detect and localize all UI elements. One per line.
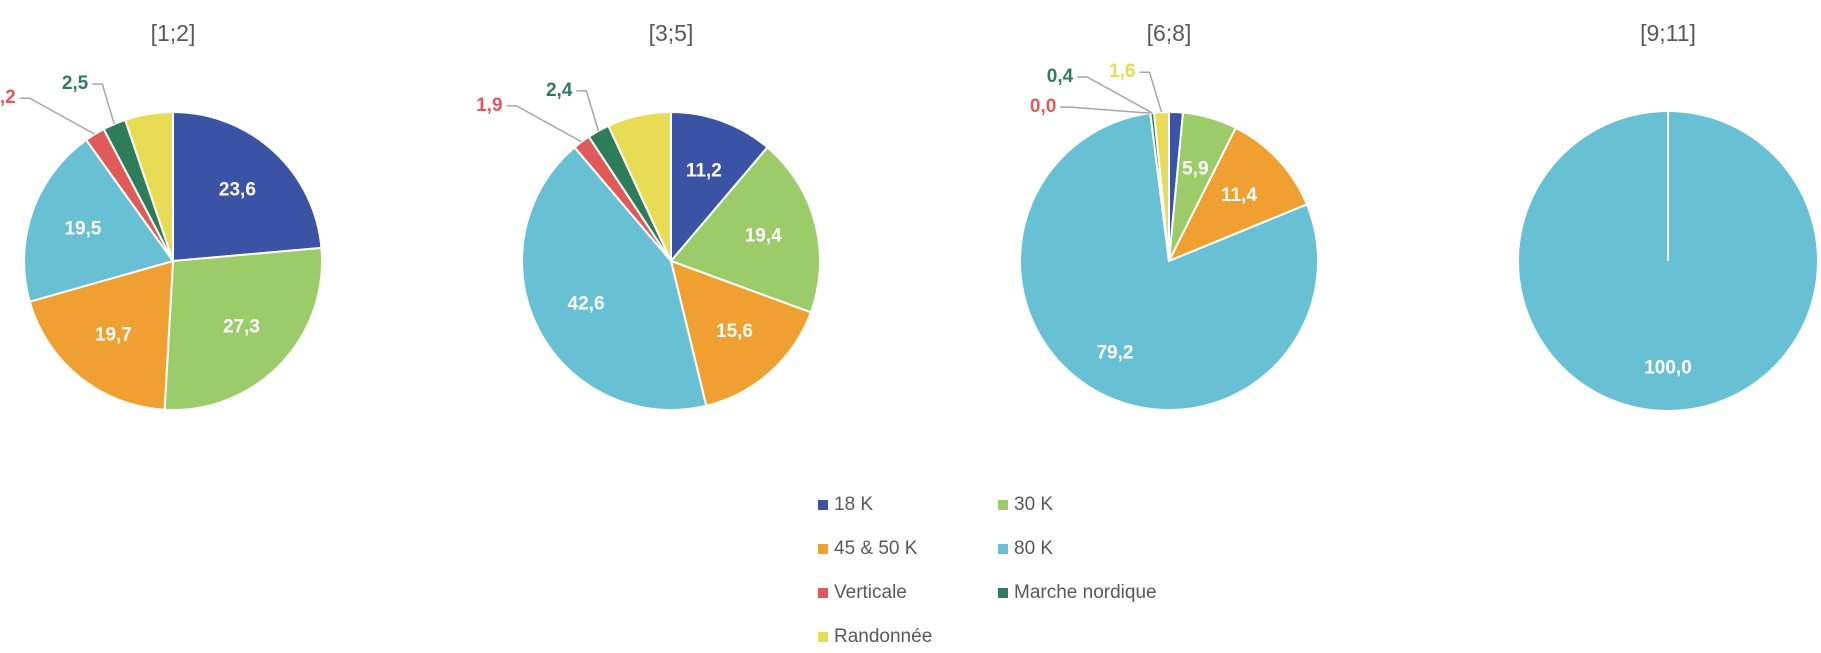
legend-label: 80 K bbox=[1014, 538, 1053, 559]
leader-line bbox=[1077, 76, 1153, 114]
data-label: 11,2 bbox=[686, 160, 722, 181]
data-label: 42,6 bbox=[568, 293, 605, 314]
legend-label: Verticale bbox=[834, 582, 907, 603]
leader-line bbox=[506, 105, 582, 143]
pie-title: [6;8] bbox=[1147, 20, 1192, 46]
data-label: 19,5 bbox=[64, 219, 101, 240]
leader-line bbox=[576, 90, 600, 132]
legend-label: 30 K bbox=[1014, 494, 1053, 515]
data-label: 11,4 bbox=[1221, 185, 1257, 206]
legend-swatch bbox=[998, 500, 1008, 510]
pie-slice bbox=[1166, 126, 1309, 263]
leader-line bbox=[19, 97, 96, 135]
leader-line bbox=[1060, 106, 1151, 114]
leader-line bbox=[1139, 71, 1163, 113]
pie-title: [1;2] bbox=[151, 20, 196, 46]
legend-swatch bbox=[998, 544, 1008, 554]
pie-slice bbox=[670, 110, 769, 264]
leader-line bbox=[92, 83, 115, 125]
data-label: 1,9 bbox=[476, 95, 502, 116]
data-label: 1,6 bbox=[1109, 61, 1135, 82]
pie-slice bbox=[669, 259, 813, 407]
pie-slice bbox=[123, 110, 174, 262]
legend-swatch bbox=[818, 588, 828, 598]
data-label: 2,2 bbox=[0, 87, 16, 108]
data-label: 2,5 bbox=[62, 73, 89, 94]
legend-label: 18 K bbox=[834, 494, 873, 515]
data-label: 0,0 bbox=[1030, 96, 1056, 117]
pie-slice bbox=[28, 259, 175, 411]
pie-slice bbox=[521, 145, 708, 411]
data-label: 5,9 bbox=[1182, 158, 1208, 179]
pie-slice bbox=[23, 138, 175, 303]
pie-slice bbox=[172, 110, 323, 263]
pie-title: [9;11] bbox=[1640, 20, 1696, 46]
pie-slice bbox=[669, 145, 821, 314]
legend-swatch bbox=[818, 500, 828, 510]
legend-swatch bbox=[998, 588, 1008, 598]
legend-swatch bbox=[818, 632, 828, 642]
data-label: 2,4 bbox=[546, 80, 573, 101]
legend-label: Randonnée bbox=[834, 626, 932, 647]
pie-slice bbox=[607, 110, 672, 262]
data-label: 79,2 bbox=[1096, 343, 1133, 364]
pie-slice bbox=[163, 246, 323, 411]
data-label: 19,7 bbox=[95, 324, 132, 345]
data-label: 15,6 bbox=[716, 321, 753, 342]
pie-slice bbox=[1019, 112, 1319, 411]
pie-slice bbox=[1152, 110, 1170, 262]
pie-title: [3;5] bbox=[649, 20, 694, 46]
data-label: 19,4 bbox=[745, 226, 782, 247]
legend-label: Marche nordique bbox=[1014, 582, 1157, 603]
data-label: 27,3 bbox=[223, 316, 260, 337]
data-label: 100,0 bbox=[1644, 357, 1692, 378]
data-label: 0,4 bbox=[1047, 66, 1074, 87]
data-label: 23,6 bbox=[219, 180, 256, 201]
legend-label: 45 & 50 K bbox=[834, 538, 918, 559]
legend-swatch bbox=[818, 544, 828, 554]
